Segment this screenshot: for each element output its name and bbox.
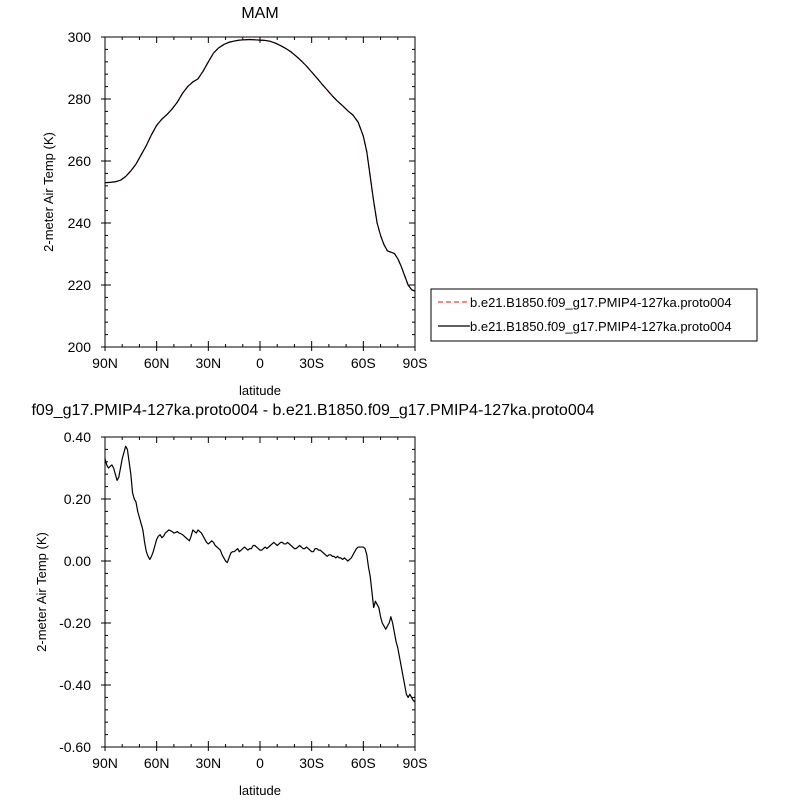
chart-top-series-line-2 [104, 38, 416, 292]
chart-top-x-tick-label: 0 [256, 355, 264, 371]
chart-bottom-panel: f09_g17.PMIP4-127ka.proto004 - b.e21.B18… [31, 402, 594, 798]
chart-bottom-y-tick-label: -0.40 [59, 677, 91, 693]
chart-top-y-tick-label: 200 [68, 339, 92, 355]
chart-bottom-x-tick-label: 30N [195, 755, 221, 771]
chart-top-x-tick-label: 60N [144, 355, 170, 371]
chart-bottom-y-tick-label: 0.40 [64, 429, 91, 445]
chart-bottom-y-axis-title: 2-meter Air Temp (K) [34, 532, 49, 652]
chart-top-plot-frame [104, 36, 416, 348]
chart-top-title: MAM [241, 5, 278, 22]
legend-entry-2: b.e21.B1850.f09_g17.PMIP4-127ka.proto004 [470, 319, 732, 334]
chart-top-x-tick-label: 30N [195, 355, 221, 371]
chart-top-legend: b.e21.B1850.f09_g17.PMIP4-127ka.proto004… [430, 288, 758, 342]
chart-top-y-tick-label: 300 [68, 29, 92, 45]
chart-top-y-tick-label: 280 [68, 91, 92, 107]
chart-top-y-tick-label: 260 [68, 153, 92, 169]
legend-entry-1: b.e21.B1850.f09_g17.PMIP4-127ka.proto004 [470, 295, 732, 310]
chart-bottom-y-tick-label: 0.20 [64, 491, 91, 507]
legend-frame [430, 288, 758, 342]
chart-top-y-axis-title: 2-meter Air Temp (K) [41, 132, 56, 252]
chart-top-y-tick-label: 220 [68, 277, 92, 293]
chart-top-panel: MAM 90N 60N 30N 0 30S 60S 90S 200 220 240 260 280 3… [41, 5, 758, 398]
chart-bottom-x-tick-label: 90N [92, 755, 118, 771]
chart-bottom-x-tick-label: 60S [351, 755, 376, 771]
chart-top-x-tick-label: 30S [299, 355, 324, 371]
chart-bottom-series-line-1 [104, 445, 416, 703]
chart-bottom-plot-frame [104, 436, 416, 748]
chart-top-x-tick-label: 90S [403, 355, 428, 371]
chart-bottom-x-tick-label: 90S [403, 755, 428, 771]
chart-bottom-x-axis-title: latitude [239, 783, 281, 798]
chart-bottom-title: f09_g17.PMIP4-127ka.proto004 - b.e21.B18… [31, 402, 594, 419]
chart-bottom-y-tick-label: 0.00 [64, 553, 91, 569]
chart-bottom-y-tick-label: -0.20 [59, 615, 91, 631]
chart-top-x-axis-title: latitude [239, 383, 281, 398]
chart-bottom-x-tick-label: 30S [299, 755, 324, 771]
chart-bottom-y-tick-label: -0.60 [59, 739, 91, 755]
chart-bottom-x-tick-label: 0 [256, 755, 264, 771]
chart-top-x-tick-label: 60S [351, 355, 376, 371]
chart-bottom-x-tick-label: 60N [144, 755, 170, 771]
chart-top-x-tick-label: 90N [92, 355, 118, 371]
chart-top-y-tick-label: 240 [68, 215, 92, 231]
